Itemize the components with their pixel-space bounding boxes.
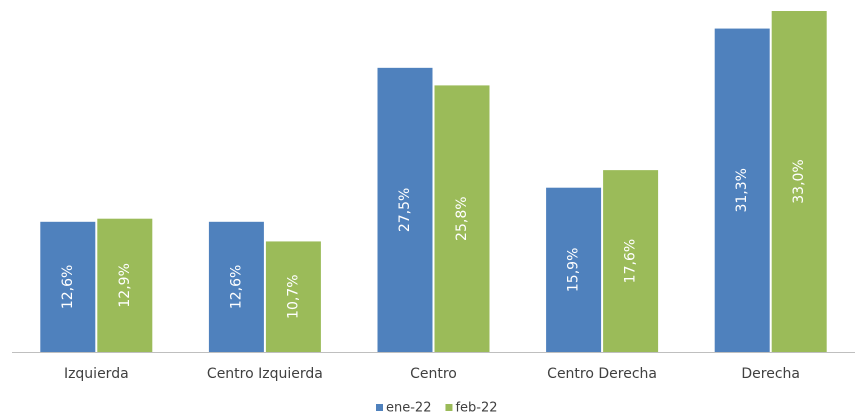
bar — [208, 221, 264, 352]
bar — [265, 241, 321, 352]
legend-label: feb-22 — [455, 401, 497, 416]
value-label: 31,3% — [734, 168, 750, 212]
bar — [97, 218, 153, 352]
x-tick-label: Izquierda — [64, 366, 129, 382]
bar — [771, 11, 827, 352]
value-label: 25,8% — [454, 196, 470, 240]
legend-swatch — [376, 404, 383, 411]
value-label: 12,6% — [60, 265, 76, 309]
bar — [377, 67, 433, 352]
bar — [546, 187, 602, 352]
value-label: 27,5% — [397, 188, 413, 232]
value-label: 17,6% — [623, 239, 639, 283]
x-tick-label: Centro — [410, 366, 457, 382]
legend-label: ene-22 — [386, 401, 431, 416]
value-label: 12,9% — [117, 263, 133, 307]
bar — [40, 221, 96, 352]
value-label: 33,0% — [791, 159, 807, 203]
value-label: 12,6% — [228, 265, 244, 309]
x-tick-label: Derecha — [741, 366, 800, 382]
value-label: 10,7% — [285, 274, 301, 318]
legend-swatch — [445, 404, 453, 411]
bar — [434, 85, 490, 353]
bar — [714, 28, 770, 353]
x-tick-label: Centro Izquierda — [207, 366, 323, 382]
x-tick-label: Centro Derecha — [547, 366, 657, 382]
value-label: 15,9% — [566, 248, 582, 292]
bar — [603, 170, 659, 352]
